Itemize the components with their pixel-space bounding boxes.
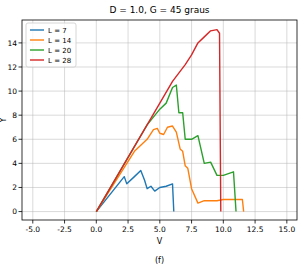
grid-line — [286, 20, 287, 220]
grid-line — [22, 163, 297, 164]
series-line — [96, 30, 220, 212]
grid-line — [159, 20, 160, 220]
tick — [19, 91, 23, 92]
legend-label: L = 20 — [48, 47, 71, 55]
tick — [128, 220, 129, 224]
tick — [32, 220, 33, 224]
grid-line — [255, 20, 256, 220]
plot-lines — [96, 30, 243, 212]
title: D = 1.0, G = 45 graus — [109, 5, 209, 15]
tick — [64, 220, 65, 224]
tick-label: 7.5 — [186, 225, 198, 234]
tick — [255, 220, 256, 224]
legend-label: L = 7 — [48, 27, 67, 35]
tick — [19, 211, 23, 212]
tick — [19, 66, 23, 67]
tick-label: 12 — [7, 63, 17, 72]
tick-label: 2.5 — [122, 225, 134, 234]
legend-swatch — [30, 39, 44, 40]
tick-label: 15.0 — [278, 225, 295, 234]
tick — [19, 115, 23, 116]
tick — [19, 187, 23, 188]
tick — [19, 163, 23, 164]
grid-line — [22, 91, 297, 92]
legend-swatch — [30, 49, 44, 50]
tick-label: 0 — [12, 207, 17, 216]
tick-label: 6 — [12, 135, 17, 144]
legend-swatch — [30, 59, 44, 60]
tick-label: -5.0 — [25, 225, 40, 234]
tick-label: 12.5 — [247, 225, 264, 234]
tick — [223, 220, 224, 224]
legend-label: L = 14 — [48, 37, 72, 45]
tick-label: 0.0 — [90, 225, 102, 234]
tick — [191, 220, 192, 224]
grid-line — [22, 139, 297, 140]
tick-label: 10 — [7, 87, 17, 96]
grid-line — [96, 20, 97, 220]
grid-line — [22, 211, 297, 212]
y-label: Y — [0, 117, 8, 123]
caption: (f) — [155, 256, 164, 265]
tick — [96, 220, 97, 224]
grid-line — [223, 20, 224, 220]
tick-label: 14 — [7, 39, 17, 48]
chart: -5.0 -2.5 0.0 2.5 5.0 7.5 10.0 12.5 15.0 0 2 4 6 8 10 1… — [0, 0, 305, 270]
tick-label: 8 — [12, 111, 17, 120]
legend-label: L = 28 — [48, 57, 71, 65]
tick — [159, 220, 160, 224]
x-label: V — [157, 237, 163, 246]
frame — [22, 20, 297, 220]
tick — [286, 220, 287, 224]
tick — [19, 139, 23, 140]
legend-swatch — [30, 29, 44, 30]
tick-label: -2.5 — [57, 225, 72, 234]
tick-label: 2 — [12, 183, 17, 192]
series-line — [96, 126, 243, 212]
grid-line — [22, 115, 297, 116]
tick — [19, 42, 23, 43]
series-line — [96, 85, 236, 212]
tick-label: 5.0 — [154, 225, 166, 234]
grid-line — [128, 20, 129, 220]
tick-label: 4 — [12, 159, 17, 168]
legend-box — [26, 23, 76, 67]
tick-label: 10.0 — [215, 225, 232, 234]
